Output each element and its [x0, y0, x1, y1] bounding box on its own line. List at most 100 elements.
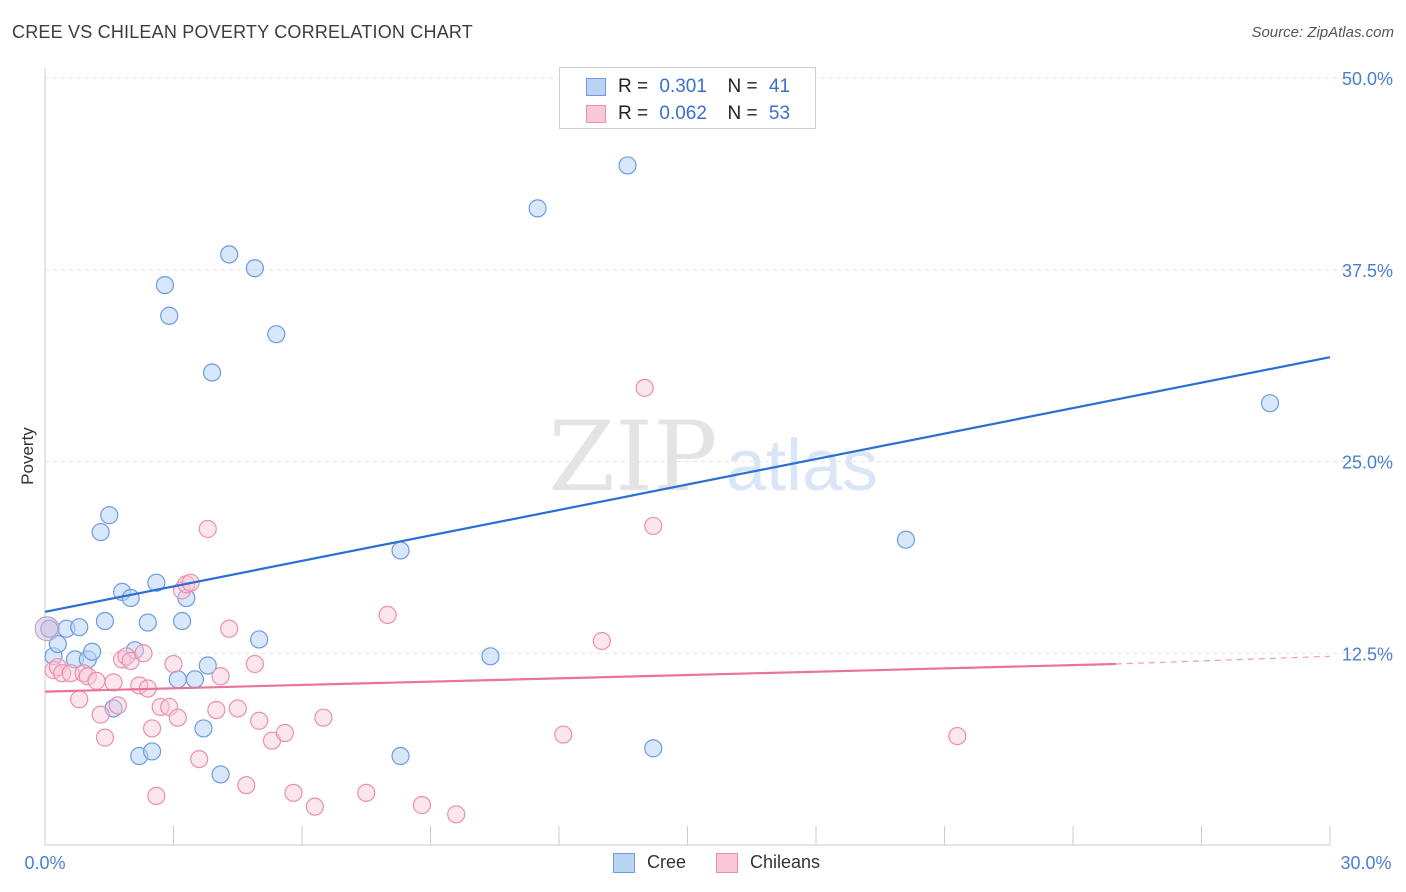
chart-title: CREE VS CHILEAN POVERTY CORRELATION CHAR… [12, 22, 473, 42]
chilean-point [305, 797, 324, 816]
chilean-point [61, 664, 80, 683]
chilean-point [78, 667, 97, 686]
chilean-swatch [586, 105, 606, 123]
chilean-point [147, 786, 166, 806]
chilean-legend-label: Chileans [750, 852, 821, 872]
cree-point [121, 588, 140, 608]
cree-point [168, 670, 187, 689]
chilean-point [635, 378, 654, 397]
cree-point [142, 742, 162, 761]
trend-lines [44, 356, 1331, 693]
cree-point [198, 656, 217, 675]
cree-point [250, 630, 269, 649]
cree-point [48, 634, 67, 654]
x-tick-label: 0.0% [24, 853, 65, 873]
chilean-point [220, 619, 239, 638]
cree-point [100, 506, 119, 525]
chilean-point [168, 708, 187, 727]
chilean-point [592, 631, 611, 651]
chilean-point [948, 726, 967, 746]
cree-point [83, 642, 102, 661]
cree-point [896, 530, 916, 549]
legend-item-chileans[interactable]: Chileans [716, 852, 820, 873]
legend-row-cree: R = 0.301 N = 41 [586, 75, 790, 99]
cree-point [155, 275, 175, 295]
chilean-point [108, 696, 127, 715]
chilean-point [70, 690, 89, 709]
chilean-point [447, 805, 466, 824]
legend-row-chileans: R = 0.062 N = 53 [586, 102, 790, 126]
chilean-point [378, 605, 397, 625]
chilean-n-value: 53 [768, 103, 791, 124]
chilean-points [44, 378, 967, 824]
chilean-point [134, 644, 153, 663]
cree-point [267, 325, 286, 344]
legend-item-cree[interactable]: Cree [613, 852, 686, 873]
chilean-point [198, 519, 217, 539]
cree-point [172, 611, 192, 631]
cree-swatch [586, 78, 606, 96]
cree-point [147, 573, 166, 592]
axes [44, 68, 1331, 846]
cree-points [34, 156, 1280, 784]
chilean-point [211, 667, 230, 686]
y-tick-label: 12.5% [1342, 644, 1393, 664]
chilean-point [237, 776, 256, 795]
watermark-atlas: atlas [726, 426, 878, 506]
chilean-point [245, 654, 264, 674]
chilean-point [164, 654, 183, 674]
y-tick-label: 37.5% [1342, 261, 1393, 281]
cree-point [644, 739, 663, 758]
grid [45, 77, 1395, 654]
chilean-r-label: R = [618, 103, 649, 124]
chilean-point [190, 749, 209, 769]
y-tick-label: 50.0% [1342, 69, 1393, 89]
chilean-point [275, 723, 294, 743]
chilean-point [314, 708, 333, 727]
chilean-point [250, 711, 269, 730]
cree-point [95, 611, 115, 631]
cree-point [618, 156, 637, 175]
cree-point [245, 259, 264, 278]
cree-n-label: N = [727, 76, 758, 97]
cree-legend-swatch [613, 852, 635, 873]
cree-point [220, 245, 239, 264]
chilean-trend-line [44, 662, 1116, 693]
chilean-point [357, 783, 376, 802]
cree-cluster-point [34, 616, 60, 642]
tick-labels: 12.5% 25.0% 37.5% 50.0% 0.0% 30.0% [24, 69, 1393, 873]
chilean-point [91, 705, 110, 724]
chilean-point [142, 719, 162, 738]
chilean-legend-swatch [716, 852, 738, 873]
cree-point [194, 719, 213, 738]
cree-point [1260, 394, 1280, 413]
series-legend: Cree Chileans [0, 852, 1406, 878]
chilean-point [207, 700, 226, 720]
cree-point [391, 541, 410, 560]
chilean-point [95, 728, 115, 747]
chilean-point [104, 673, 123, 692]
cree-legend-label: Cree [647, 852, 687, 872]
chilean-point [284, 783, 303, 802]
cree-point [138, 613, 157, 632]
cree-point [202, 363, 222, 382]
cree-n-value: 41 [768, 76, 791, 97]
chilean-r-value: 0.062 [659, 103, 707, 124]
cree-point [160, 306, 179, 325]
chilean-point [87, 671, 106, 690]
cree-trend-line [44, 356, 1331, 613]
chilean-point [554, 725, 573, 744]
correlation-legend: R = 0.301 N = 41 R = 0.062 N = 53 [559, 67, 816, 129]
chilean-trend-extension [1115, 655, 1331, 665]
chilean-point [644, 516, 663, 536]
cree-point [528, 199, 547, 218]
chilean-n-label: N = [727, 103, 758, 124]
cree-point [391, 746, 410, 766]
cree-r-label: R = [618, 76, 649, 97]
cree-r-value: 0.301 [659, 76, 707, 97]
chilean-point [228, 699, 247, 718]
cree-point [91, 522, 110, 542]
x-tick-label: 30.0% [1340, 853, 1391, 873]
source-label: Source: ZipAtlas.com [1251, 24, 1394, 41]
